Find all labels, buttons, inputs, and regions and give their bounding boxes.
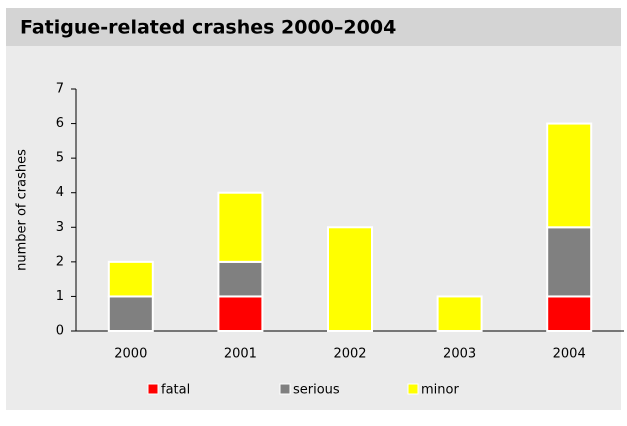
x-tick-label: 2000 (114, 347, 147, 362)
title-bar (6, 8, 621, 46)
bar-segment (327, 226, 373, 333)
chart-title: Fatigue-related crashes 2000–2004 (20, 17, 396, 39)
bar-segment (546, 295, 593, 332)
panel (6, 8, 621, 410)
y-tick-label: 1 (56, 289, 64, 304)
legend-swatch (147, 383, 159, 395)
bar-segment (217, 260, 264, 298)
x-tick-label: 2002 (333, 347, 366, 362)
legend-label: serious (293, 383, 340, 398)
bar-segment (217, 295, 264, 332)
x-tick-label: 2004 (553, 347, 586, 362)
bar-segment (217, 191, 264, 263)
y-tick-label: 0 (56, 324, 64, 339)
legend-label: minor (421, 383, 459, 398)
bar-segment (546, 226, 593, 298)
y-tick-label: 6 (56, 116, 64, 131)
x-tick-label: 2001 (224, 347, 257, 362)
y-tick-label: 3 (56, 220, 64, 235)
bar-segment (546, 122, 593, 229)
y-tick-label: 5 (56, 151, 64, 166)
bar-segment (436, 295, 483, 332)
legend-label: fatal (161, 383, 190, 398)
legend-swatch (279, 383, 291, 395)
y-tick-label: 4 (56, 185, 64, 200)
x-tick-label: 2003 (443, 347, 476, 362)
legend-swatch (407, 383, 419, 395)
y-axis-label: number of crashes (15, 149, 30, 271)
y-tick-label: 2 (56, 254, 64, 269)
bar-segment (107, 260, 154, 298)
y-tick-label: 7 (56, 82, 64, 97)
bar-segment (107, 295, 154, 332)
